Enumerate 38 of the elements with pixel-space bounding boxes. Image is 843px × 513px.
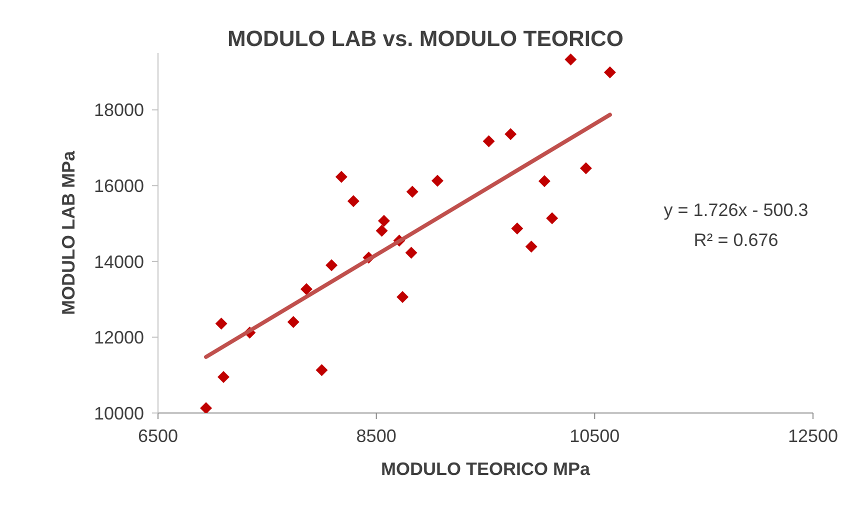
y-tick-label: 12000 xyxy=(94,328,144,348)
y-axis-title: MODULO LAB MPa xyxy=(58,150,78,315)
point xyxy=(504,128,517,140)
chart-title: MODULO LAB vs. MODULO TEORICO xyxy=(226,26,624,52)
point xyxy=(525,240,538,253)
point xyxy=(405,246,418,259)
point xyxy=(218,371,230,383)
point xyxy=(604,66,616,78)
point xyxy=(215,318,228,330)
point xyxy=(546,212,558,224)
point xyxy=(200,402,212,413)
x-tick-label: 10500 xyxy=(570,426,620,446)
x-axis-title: MODULO TEORICO MPa xyxy=(380,459,591,479)
x-tick-label: 6500 xyxy=(138,426,178,446)
y-tick-label: 16000 xyxy=(94,176,144,196)
x-tick-label: 8500 xyxy=(356,426,396,446)
y-tick-label: 18000 xyxy=(94,100,144,120)
point xyxy=(287,316,300,328)
point xyxy=(316,364,328,376)
annotation: R² = 0.676 xyxy=(694,230,778,250)
x-tick-label: 12500 xyxy=(788,426,838,446)
point xyxy=(511,222,524,234)
point xyxy=(396,291,409,304)
point xyxy=(564,53,577,66)
point xyxy=(347,195,360,208)
annotation: y = 1.726x - 500.3 xyxy=(664,200,808,220)
point xyxy=(482,135,495,148)
point xyxy=(378,214,390,227)
point xyxy=(335,170,348,183)
point xyxy=(326,259,338,272)
point xyxy=(406,186,418,198)
point xyxy=(431,174,444,187)
y-tick-label: 10000 xyxy=(94,403,144,424)
point xyxy=(376,224,388,237)
point xyxy=(580,162,592,174)
y-tick-label: 14000 xyxy=(94,252,144,272)
point xyxy=(538,175,550,188)
point xyxy=(300,283,312,296)
